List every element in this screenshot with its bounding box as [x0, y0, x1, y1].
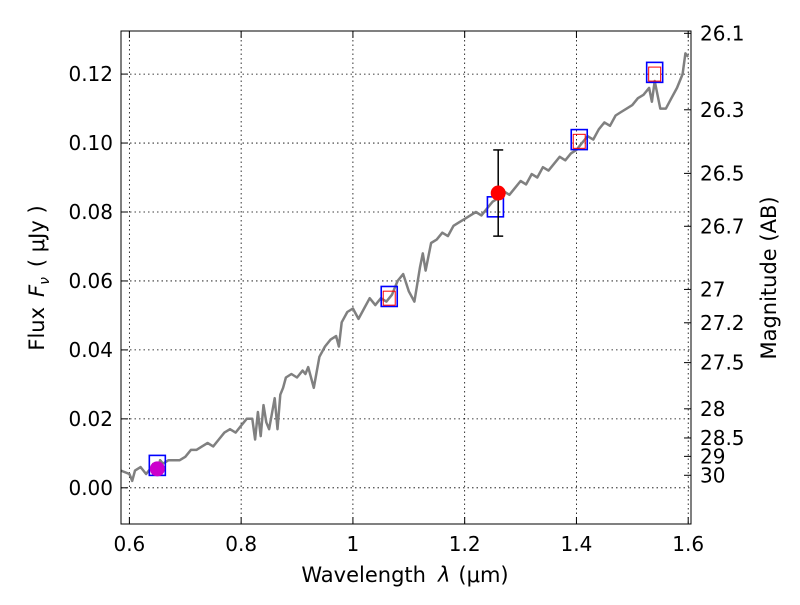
model-box-red	[382, 290, 396, 306]
y-tick-label: 0.06	[68, 269, 113, 293]
x-axis-label: Wavelength λ (μm)	[301, 563, 508, 587]
mag-tick-label: 28	[700, 397, 725, 421]
model-box-blue	[645, 61, 664, 84]
mag-tick-label: 26.1	[700, 21, 745, 45]
series-layer	[120, 52, 690, 483]
y-axis-label-symbol: F	[25, 284, 49, 297]
model-box-red	[572, 133, 586, 149]
x-tick-label: 1	[347, 532, 360, 556]
photometry-point	[149, 461, 165, 477]
mag-tick-label: 30	[700, 463, 725, 487]
y-tick-label: 0.04	[68, 338, 113, 362]
x-tick-label: 1.2	[449, 532, 481, 556]
mag-tick-label: 27.2	[700, 311, 745, 335]
grid-lines	[121, 31, 691, 524]
y-tick-label: 0.10	[68, 131, 113, 155]
y-tick-label: 0.08	[68, 200, 113, 224]
x-tick-label: 0.8	[225, 532, 257, 556]
photometry-point	[490, 185, 506, 201]
mag-tick-label: 29	[700, 444, 725, 468]
spectrum-line	[120, 52, 690, 483]
model-box-blue	[570, 128, 589, 151]
mag-tick-label: 27	[700, 277, 725, 301]
y-axis-label-text: Flux	[25, 307, 49, 351]
y-axis-label: Flux Fν ( μJy )	[25, 205, 53, 350]
ticks-layer: 0.6 0.8 1 1.2 1.4 1.6 0.00 0.02 0.04 0.06 0.08 0.10…	[68, 21, 744, 556]
y-tick-label: 0.00	[68, 476, 113, 500]
y-tick-label: 0.12	[68, 62, 113, 86]
mag-tick-label: 26.5	[700, 161, 745, 185]
mag-tick-label: 28.5	[700, 426, 745, 450]
model-box-blue	[380, 285, 399, 308]
x-axis-label-unit: (μm)	[458, 563, 508, 587]
y-axis-label-subscript: ν	[37, 277, 53, 285]
x-tick-label: 1.6	[672, 532, 704, 556]
plot-frame	[120, 30, 692, 525]
x-tick-label: 0.6	[113, 532, 145, 556]
x-axis-label-symbol: λ	[437, 563, 450, 587]
x-axis-label-text: Wavelength	[301, 563, 426, 587]
mag-tick-label: 26.7	[700, 214, 745, 238]
x-tick-label: 1.4	[561, 532, 593, 556]
y2-axis-label: Magnitude (AB)	[757, 196, 781, 359]
points-layer	[148, 61, 664, 477]
mag-tick-label: 26.3	[700, 98, 745, 122]
mag-tick-label: 27.5	[700, 351, 745, 375]
y-tick-label: 0.02	[68, 407, 113, 431]
model-box-red	[648, 66, 662, 82]
y-axis-label-unit: ( μJy )	[25, 205, 49, 267]
